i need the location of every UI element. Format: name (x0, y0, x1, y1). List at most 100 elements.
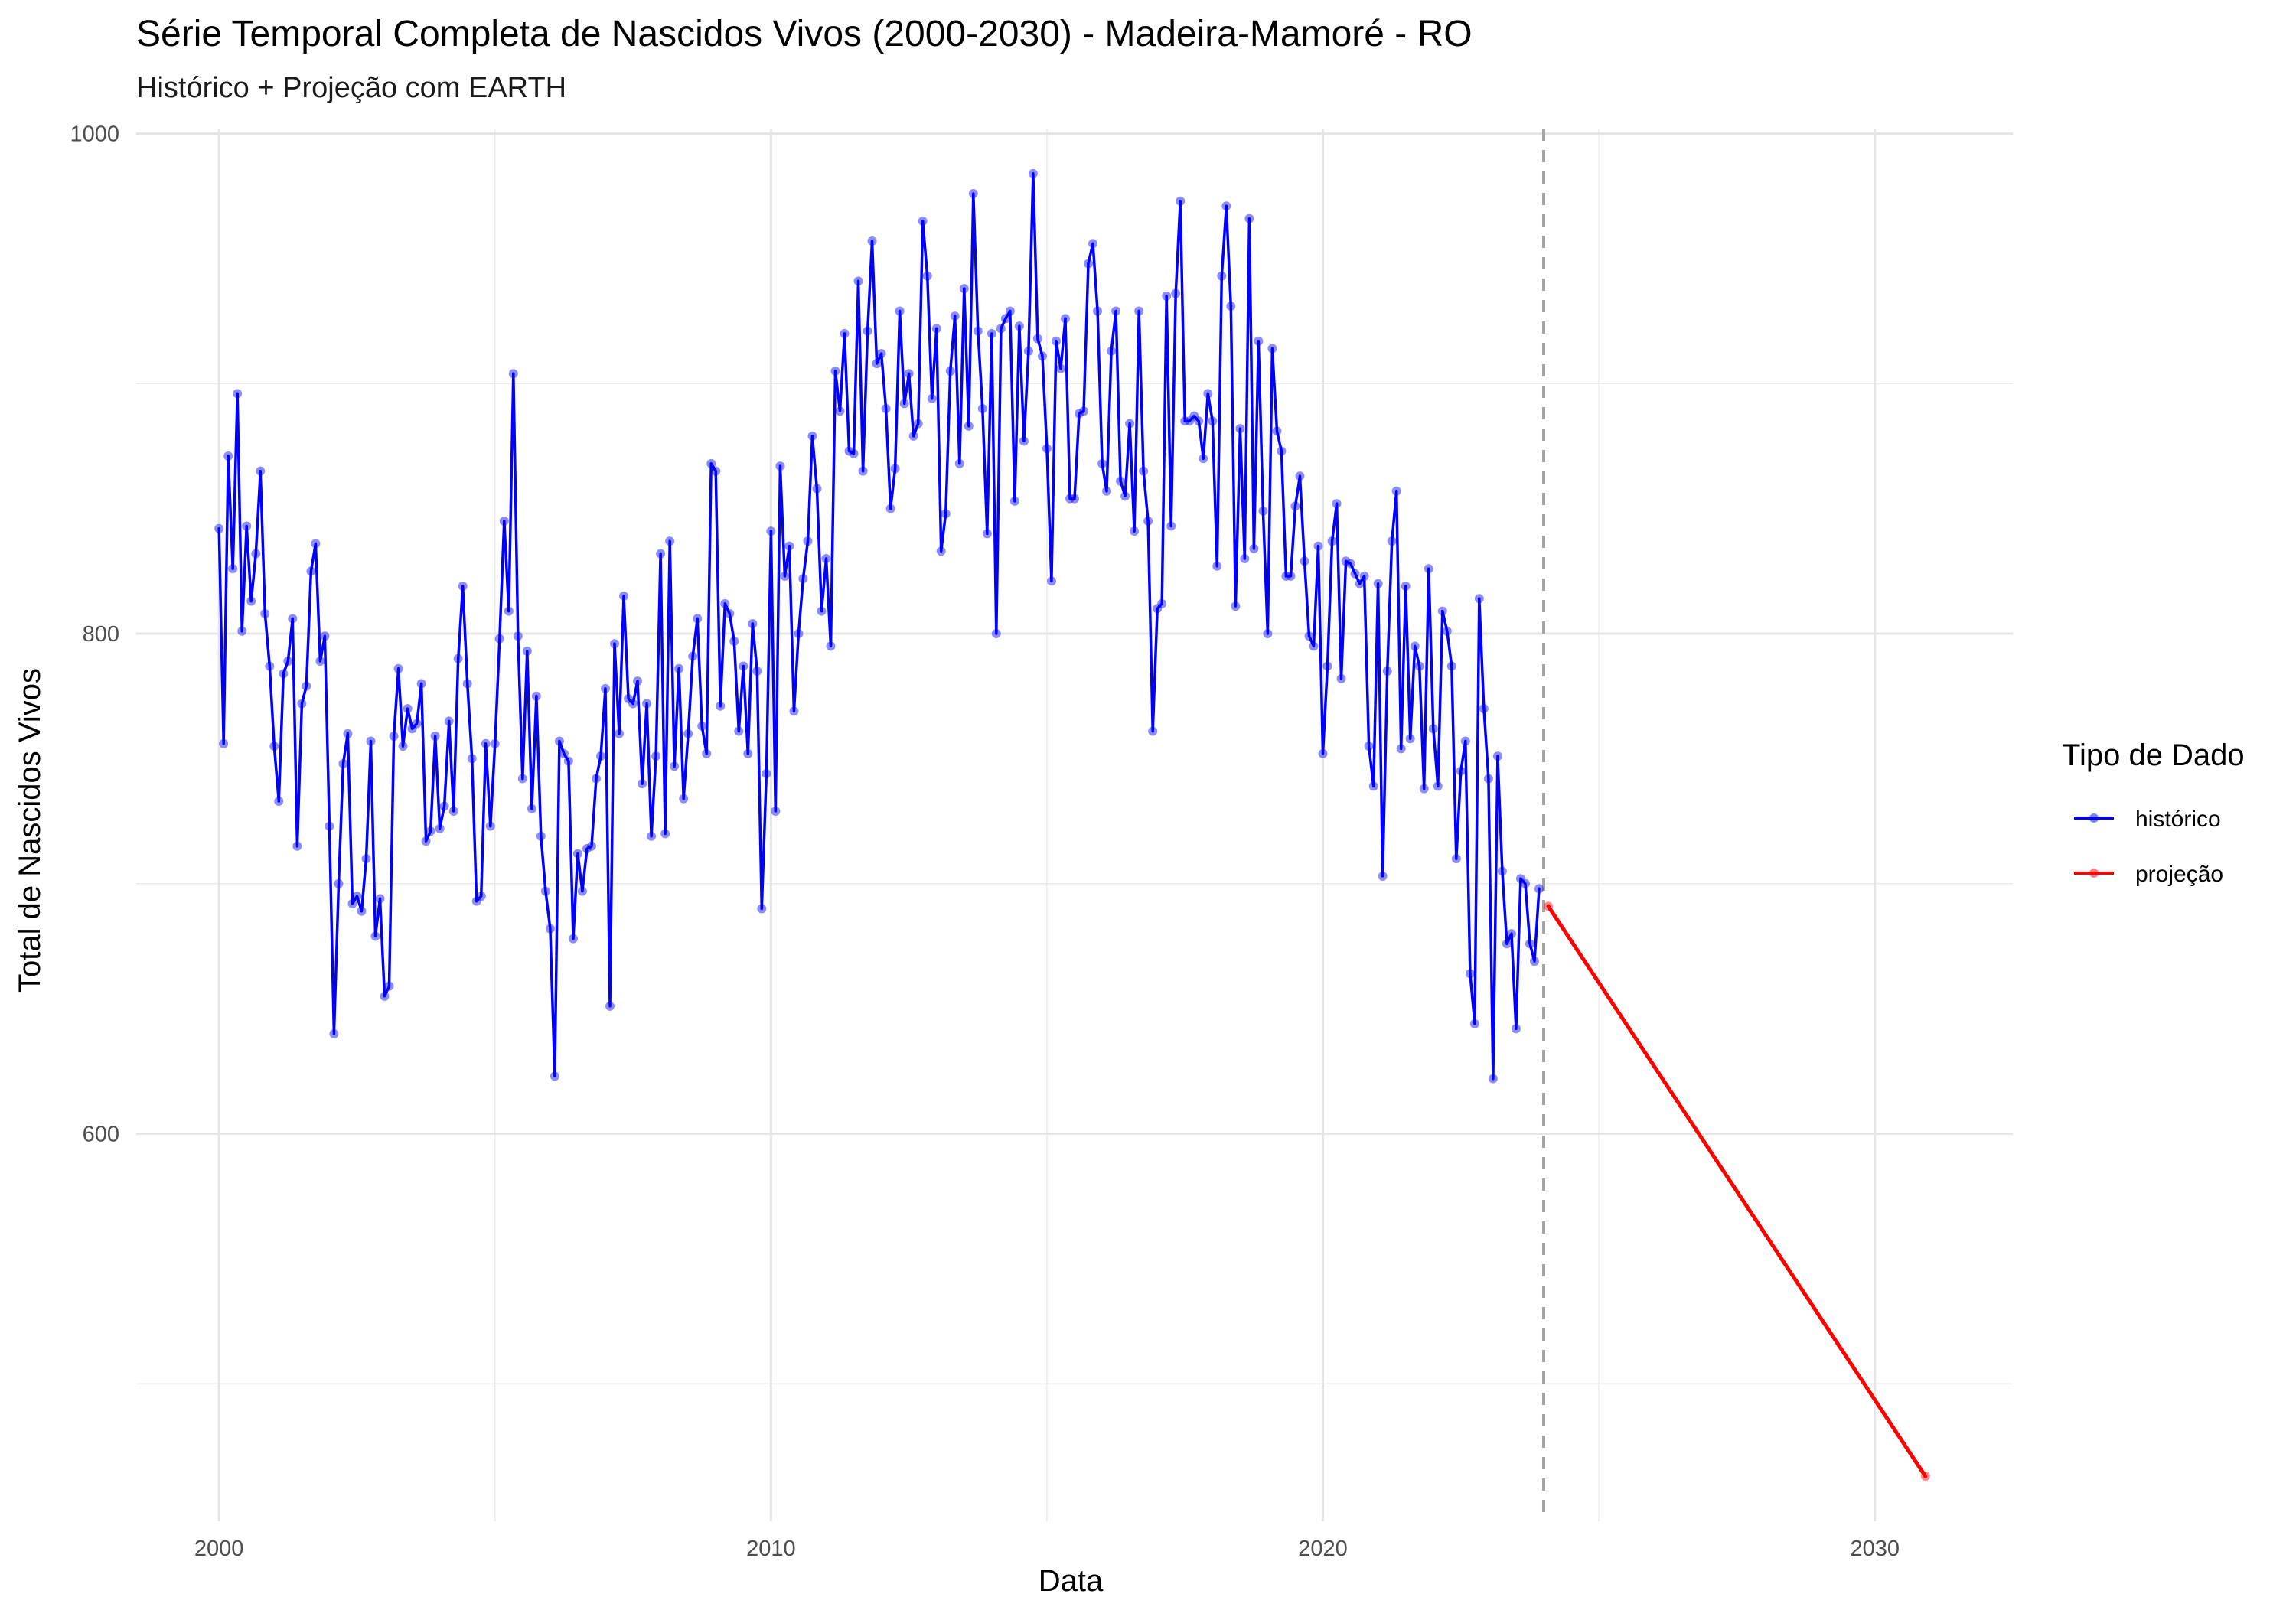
data-point-historico (766, 526, 776, 536)
data-point-historico (1497, 866, 1507, 876)
data-point-historico (343, 729, 353, 738)
data-point-historico (1176, 196, 1186, 206)
data-point-historico (798, 574, 808, 584)
data-point-historico (540, 886, 550, 896)
data-point-historico (1313, 541, 1323, 551)
data-point-historico (1327, 536, 1337, 546)
data-point-historico (407, 724, 417, 734)
x-tick-label: 2000 (194, 1537, 244, 1561)
data-point-historico (471, 896, 481, 906)
data-point-historico (1143, 516, 1153, 526)
series-lines (214, 129, 1930, 1521)
data-point-historico (1525, 939, 1534, 949)
data-point-historico (1139, 466, 1149, 476)
data-point-historico (586, 841, 596, 851)
data-point-historico (858, 466, 868, 476)
data-point-historico (1350, 569, 1360, 579)
data-point-historico (982, 529, 992, 539)
data-point-historico (1359, 571, 1369, 581)
x-tick-label: 2020 (1298, 1537, 1348, 1561)
legend-title: Tipo de Dado (2062, 738, 2245, 772)
data-point-historico (1116, 476, 1126, 486)
data-point-historico (1074, 409, 1084, 419)
data-point-historico (384, 981, 394, 991)
data-point-historico (638, 779, 647, 789)
data-point-historico (849, 448, 859, 458)
chart-subtitle: Histórico + Projeção com EARTH (136, 72, 566, 104)
legend: Tipo de Dado histórico projeção (2062, 738, 2245, 887)
legend-key-projecao-point (2089, 869, 2099, 878)
data-point-historico (1368, 781, 1378, 791)
data-point-historico (895, 306, 905, 316)
data-point-historico (807, 431, 817, 441)
data-point-historico (485, 821, 495, 831)
data-point-historico (1166, 521, 1176, 531)
data-point-historico (242, 521, 252, 531)
data-point-historico (651, 751, 661, 761)
data-point-historico (1506, 929, 1516, 939)
data-point-historico (233, 389, 243, 399)
data-point-historico (338, 758, 348, 768)
data-point-historico (941, 509, 951, 519)
data-point-historico (803, 536, 813, 546)
data-point-historico (752, 667, 762, 676)
data-point-historico (931, 324, 941, 334)
data-point-historico (619, 592, 629, 601)
data-point-historico (522, 646, 532, 656)
data-point-historico (453, 654, 463, 663)
data-point-historico (1387, 536, 1397, 546)
data-point-historico (876, 349, 886, 359)
data-point-historico (1189, 411, 1199, 421)
data-point-historico (1120, 491, 1130, 501)
data-point-historico (1009, 496, 1019, 506)
data-point-historico (554, 736, 564, 746)
data-point-historico (1488, 1074, 1498, 1084)
data-point-historico (1332, 499, 1342, 509)
data-point-historico (780, 571, 790, 581)
data-point-historico (1511, 1024, 1521, 1034)
data-point-historico (1437, 606, 1447, 616)
data-point-historico (269, 742, 279, 751)
data-point-historico (679, 794, 689, 804)
data-point-historico (1277, 446, 1287, 456)
data-point-historico (513, 631, 523, 641)
data-point-historico (734, 726, 744, 736)
data-point-historico (1520, 878, 1530, 888)
data-point-historico (476, 892, 486, 901)
data-point-historico (739, 661, 748, 671)
data-point-historico (334, 878, 344, 888)
data-point-historico (1014, 321, 1024, 331)
y-tick-label: 800 (83, 622, 119, 647)
data-point-historico (563, 756, 573, 766)
y-tick-label: 600 (83, 1123, 119, 1147)
data-point-historico (1162, 291, 1172, 301)
data-point-historico (991, 629, 1001, 639)
data-point-historico (743, 748, 753, 758)
data-point-historico (1097, 458, 1107, 468)
data-point-historico (1000, 314, 1010, 324)
data-point-historico (1240, 554, 1250, 564)
data-point-historico (1042, 444, 1052, 454)
data-point-historico (467, 754, 477, 764)
data-point-historico (325, 821, 334, 831)
data-point-historico (393, 663, 403, 673)
data-point-historico (1212, 561, 1222, 571)
data-point-historico (426, 826, 435, 836)
data-point-historico (1410, 641, 1420, 651)
y-axis-title: Total de Nascidos Vivos (13, 668, 47, 993)
data-point-historico (1134, 306, 1144, 316)
data-point-historico (527, 804, 536, 813)
data-point-historico (403, 704, 413, 714)
data-point-historico (1125, 419, 1135, 429)
data-point-historico (610, 639, 620, 649)
data-point-historico (279, 669, 289, 679)
data-point-historico (572, 849, 582, 859)
data-point-historico (596, 751, 606, 761)
data-point-historico (568, 934, 578, 944)
data-point-historico (1456, 766, 1466, 776)
data-point-historico (762, 769, 771, 779)
data-point-historico (389, 732, 399, 742)
data-point-historico (531, 691, 541, 701)
data-point-historico (1483, 774, 1493, 784)
data-point-historico (380, 991, 390, 1001)
